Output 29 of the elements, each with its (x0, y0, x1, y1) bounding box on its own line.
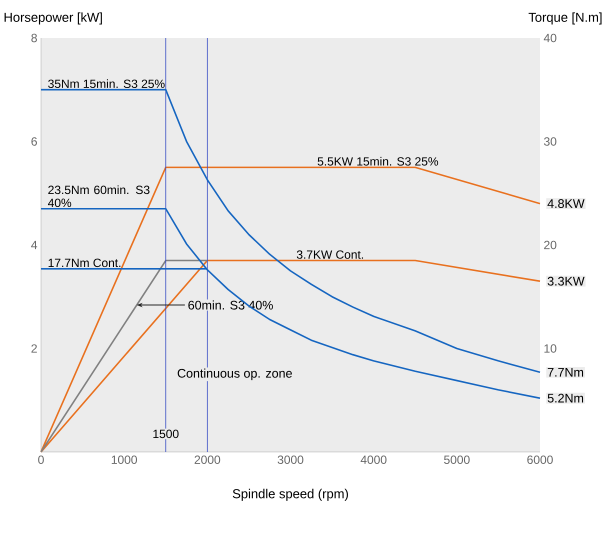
y2-tick-label: 40 (544, 34, 556, 42)
y-tick-label: 2 (31, 344, 37, 353)
annotation: Continuous op. zone (178, 368, 292, 380)
text: 7.7Nm (548, 368, 584, 377)
text: 3.3KW (548, 276, 585, 286)
y2-tick-label: 20 (544, 240, 556, 250)
x-tick-label: 3000 (278, 456, 304, 464)
y-tick-label: 4 (31, 240, 38, 250)
x-axis-title: Spindle speed (rpm) (232, 488, 348, 501)
x-tick-label: 1000 (112, 456, 138, 464)
series-label: 5.5KW 15min. S3 25% (318, 156, 438, 166)
text: 5.2Nm (548, 394, 584, 403)
text: 4.8KW (547, 199, 585, 208)
series-label: 23.5Nm 60min. S3 40% (48, 185, 150, 208)
y2-tick-label: 10 (544, 344, 556, 353)
x-tick-label: 4000 (360, 456, 387, 464)
ref-line-label: 1500 (153, 430, 179, 438)
series-label: 35Nm 15min. S3 25% (48, 79, 165, 88)
x-tick-label: 2000 (194, 456, 220, 464)
y-axis-title: Horsepower [kW] (4, 12, 102, 24)
y2-tick-label: 30 (544, 137, 556, 146)
x-tick-label: 5000 (444, 456, 470, 464)
x-tick-label: 6000 (527, 456, 553, 464)
series-label: 3.7KW Cont. (296, 250, 364, 259)
y-tick-label: 8 (31, 34, 37, 42)
y2-axis-title: Torque [N.m] (528, 12, 602, 24)
x-tick-label: 0 (38, 456, 44, 464)
series-label: 17.7Nm Cont. (48, 258, 120, 268)
y-tick-label: 6 (31, 137, 37, 146)
